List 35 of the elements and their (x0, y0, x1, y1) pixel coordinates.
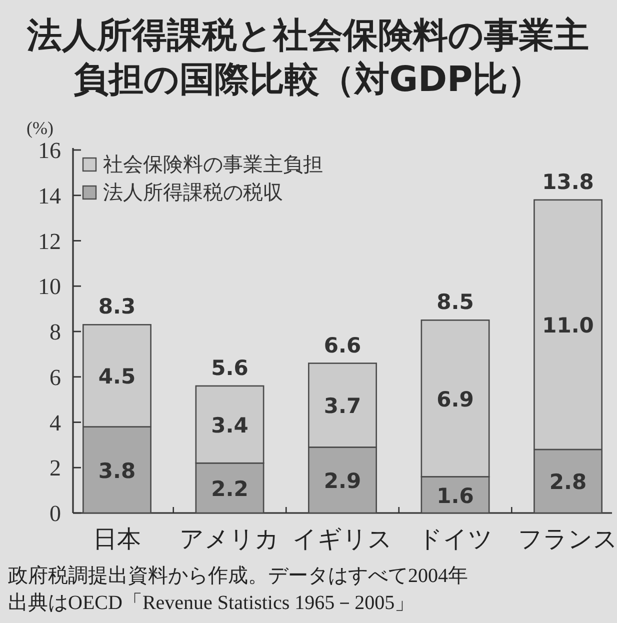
y-tick-label: 10 (38, 274, 61, 300)
x-tick-label: イギリス (292, 525, 392, 553)
y-tick-label: 4 (50, 410, 62, 436)
y-axis-title: (%) (26, 118, 54, 138)
data-label: 3.7 (324, 394, 362, 418)
data-label: 11.0 (542, 314, 594, 338)
legend-label: 社会保険料の事業主負担 (103, 152, 323, 176)
data-label: 4.5 (98, 364, 136, 389)
data-label: 6.9 (436, 387, 474, 412)
y-tick-label: 0 (50, 501, 61, 526)
x-tick-label: アメリカ (180, 525, 280, 553)
y-tick-label: 6 (50, 364, 61, 390)
y-tick-label: 2 (50, 456, 61, 481)
data-label: 2.8 (549, 470, 587, 494)
x-tick-label: ドイツ (418, 525, 493, 553)
total-label: 6.6 (324, 333, 362, 358)
data-label: 3.8 (98, 458, 136, 483)
total-label: 8.3 (98, 294, 136, 319)
y-tick-label: 16 (38, 138, 61, 163)
data-label: 2.2 (211, 477, 248, 502)
text: 出典はOECD「Revenue Statistics 1965－2005」 (8, 592, 415, 614)
x-tick-label: フランス (518, 525, 617, 553)
chart-title: 法人所得課税と社会保険料の事業主負担の国際比較（対GDP比） (26, 15, 590, 102)
y-tick-label: 12 (38, 228, 61, 254)
data-label: 1.6 (436, 484, 474, 508)
total-label: 8.5 (436, 290, 474, 314)
data-label: 3.4 (211, 414, 248, 438)
x-tick-label: 日本 (92, 525, 141, 553)
legend-label: 法人所得課税の税収 (103, 180, 283, 204)
y-tick-label: 8 (50, 320, 61, 344)
total-label: 13.8 (542, 170, 594, 194)
data-label: 2.9 (324, 469, 362, 494)
y-tick-label: 14 (38, 183, 62, 208)
total-label: 5.6 (211, 356, 248, 380)
text: 政府税調提出資料から作成。データはすべて2004年 (8, 565, 468, 587)
